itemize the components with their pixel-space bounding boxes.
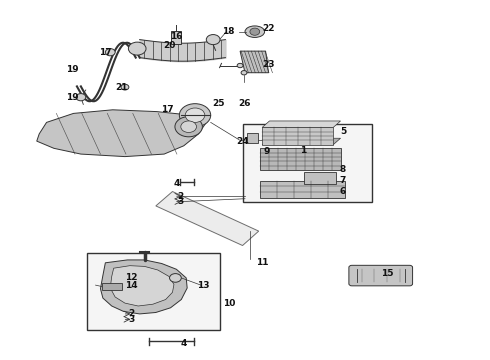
Bar: [243, 124, 372, 202]
Bar: [87, 253, 220, 330]
Bar: [171, 31, 181, 44]
Text: 4: 4: [180, 339, 187, 348]
Text: 14: 14: [125, 281, 138, 289]
Text: 26: 26: [238, 99, 250, 108]
Polygon shape: [156, 192, 259, 246]
Circle shape: [241, 71, 247, 75]
Polygon shape: [100, 260, 187, 314]
Circle shape: [179, 104, 211, 127]
Text: 17: 17: [99, 48, 112, 57]
Text: 19: 19: [66, 93, 79, 102]
Polygon shape: [37, 110, 206, 157]
Text: 3: 3: [128, 315, 134, 324]
Text: 19: 19: [66, 65, 79, 74]
FancyBboxPatch shape: [349, 265, 413, 286]
Bar: [304, 172, 336, 184]
Bar: [260, 181, 345, 198]
Text: 21: 21: [115, 83, 128, 92]
Bar: [247, 133, 258, 143]
Text: 17: 17: [161, 105, 174, 114]
Circle shape: [237, 63, 243, 68]
Polygon shape: [262, 138, 341, 145]
Circle shape: [206, 35, 220, 45]
Circle shape: [128, 42, 146, 55]
Circle shape: [185, 108, 205, 122]
Text: 6: 6: [340, 187, 346, 196]
Text: 9: 9: [264, 148, 270, 157]
Text: 22: 22: [262, 24, 275, 33]
Text: 23: 23: [262, 60, 275, 69]
Circle shape: [250, 28, 260, 35]
Text: 24: 24: [236, 137, 249, 146]
Text: 4: 4: [173, 179, 180, 188]
Circle shape: [121, 84, 129, 90]
Text: 7: 7: [340, 176, 346, 185]
Text: 16: 16: [170, 32, 183, 41]
Circle shape: [105, 49, 115, 56]
Circle shape: [175, 117, 202, 137]
Text: 10: 10: [223, 299, 236, 307]
Text: 8: 8: [340, 165, 346, 174]
Text: 2: 2: [177, 192, 183, 201]
Text: 11: 11: [256, 258, 269, 266]
Text: 20: 20: [163, 41, 175, 50]
Bar: [260, 148, 341, 170]
Polygon shape: [262, 121, 341, 127]
Bar: [102, 283, 122, 290]
Text: 12: 12: [125, 274, 138, 282]
Text: 13: 13: [197, 281, 210, 289]
Circle shape: [76, 94, 86, 101]
Text: 15: 15: [381, 269, 393, 278]
Bar: [262, 127, 333, 145]
Ellipse shape: [245, 26, 265, 37]
Circle shape: [170, 274, 181, 282]
Polygon shape: [110, 266, 174, 306]
Text: 5: 5: [340, 127, 346, 136]
Circle shape: [181, 121, 196, 132]
Text: 1: 1: [300, 146, 306, 155]
Text: 3: 3: [177, 197, 183, 206]
Text: 25: 25: [212, 99, 224, 108]
Text: 2: 2: [128, 310, 134, 319]
Polygon shape: [240, 51, 269, 73]
Text: 18: 18: [221, 27, 234, 36]
